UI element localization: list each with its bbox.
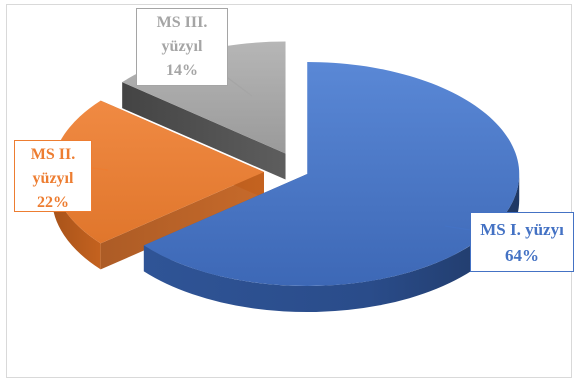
label-category: MS II. yüzyıl: [30, 146, 76, 187]
label-category: MS III. yüzyıl: [156, 14, 208, 55]
slice-ms-ii-century: [51, 100, 265, 270]
leader-line-ms-iii-century: [227, 77, 253, 97]
leader-line-ms-ii-century: [91, 167, 109, 171]
slice-ms-ii-century-side: [52, 170, 101, 270]
slice-ms-i-century: [143, 62, 520, 313]
label-value: 14%: [166, 62, 198, 79]
slice-ms-ii-century-cut: [100, 172, 265, 270]
slice-ms-i-century-top: [143, 62, 520, 287]
label-ms-ii-century: MS II. yüzyıl 22%: [14, 140, 92, 212]
label-ms-iii-century: MS III. yüzyıl 14%: [136, 8, 228, 86]
label-value: 64%: [505, 246, 539, 265]
label-value: 22%: [37, 194, 69, 211]
label-category: MS I. yüzyı: [480, 220, 564, 239]
slice-ms-iii-century-cut: [122, 82, 286, 180]
slice-ms-i-century-side: [143, 173, 520, 313]
slice-ms-ii-century-top: [51, 100, 265, 244]
label-ms-i-century: MS I. yüzyı 64%: [470, 212, 574, 272]
leader-line-ms-i-century: [444, 225, 471, 231]
